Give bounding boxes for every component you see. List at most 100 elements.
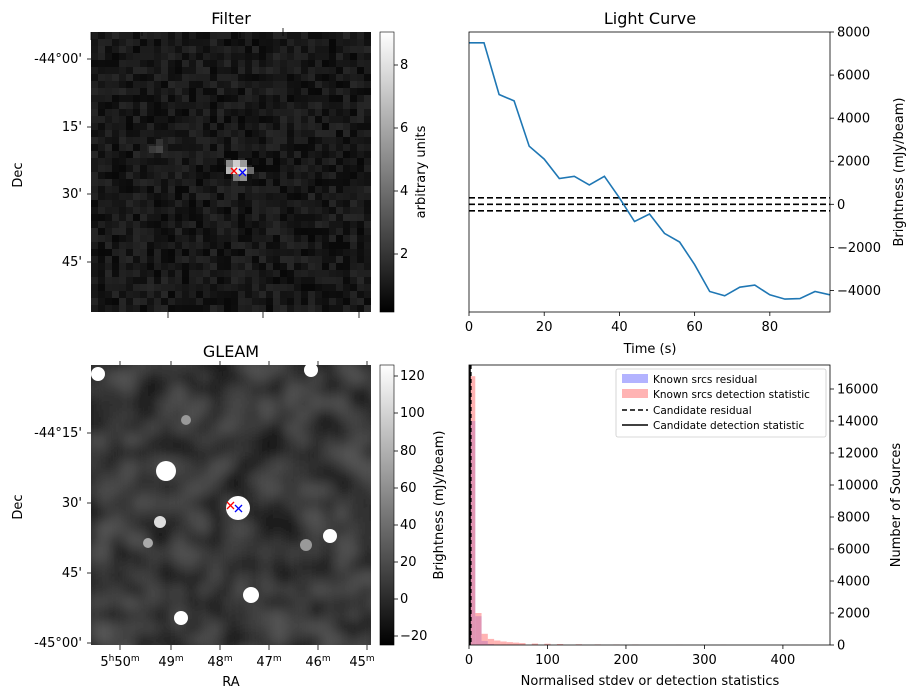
gleam-noise-cell (285, 434, 298, 447)
gleam-noise-cell (210, 584, 223, 597)
gleam-noise-cell (135, 396, 148, 409)
filter-noise-pixel (91, 102, 98, 109)
filter-noise-pixel (98, 60, 105, 67)
gleam-noise-cell (322, 365, 335, 372)
filter-colorbar (379, 31, 395, 313)
filter-noise-pixel (196, 60, 203, 67)
filter-noise-pixel (245, 67, 252, 74)
filter-noise-pixel (147, 95, 154, 102)
filter-noise-pixel (315, 249, 322, 256)
histogram-bar (500, 641, 507, 645)
gleam-noise-cell (135, 459, 148, 472)
filter-noise-pixel (266, 186, 273, 193)
filter-noise-pixel (168, 291, 175, 298)
filter-noise-pixel (105, 186, 112, 193)
gleam-noise-cell (322, 371, 335, 384)
filter-noise-pixel (168, 116, 175, 123)
filter-noise-pixel (245, 95, 252, 102)
filter-noise-pixel (308, 172, 315, 179)
filter-noise-pixel (98, 186, 105, 193)
gleam-noise-cell (185, 421, 198, 434)
filter-noise-pixel (119, 193, 126, 200)
gleam-noise-cell (122, 365, 135, 372)
filter-noise-pixel (322, 221, 329, 228)
gleam-noise-cell (360, 559, 371, 572)
filter-noise-pixel (161, 130, 168, 137)
filter-noise-pixel (287, 256, 294, 263)
gleam-noise-cell (110, 371, 123, 384)
filter-noise-pixel (189, 95, 196, 102)
filter-cbar-tick: 4 (400, 184, 408, 199)
gleam-noise-cell (247, 446, 260, 459)
filter-noise-pixel (224, 186, 231, 193)
filter-noise-pixel (322, 207, 329, 214)
filter-noise-pixel (140, 137, 147, 144)
filter-noise-pixel (105, 256, 112, 263)
filter-noise-pixel (259, 228, 266, 235)
filter-noise-pixel (168, 228, 175, 235)
gleam-noise-cell (360, 584, 371, 597)
filter-noise-pixel (315, 116, 322, 123)
filter-noise-pixel (308, 270, 315, 277)
filter-pixel (226, 167, 233, 174)
filter-noise-pixel (154, 284, 161, 291)
filter-noise-pixel (168, 123, 175, 130)
filter-noise-pixel (140, 242, 147, 249)
gleam-noise-cell (322, 596, 335, 609)
gleam-cbar-tick: −20 (400, 629, 427, 644)
gleam-noise-cell (110, 596, 123, 609)
gleam-noise-cell (235, 459, 248, 472)
filter-noise-pixel (238, 186, 245, 193)
filter-noise-pixel (301, 165, 308, 172)
filter-noise-pixel (308, 256, 315, 263)
gleam-noise-cell (97, 621, 110, 634)
filter-noise-pixel (203, 32, 210, 39)
filter-noise-pixel (217, 179, 224, 186)
filter-noise-pixel (133, 67, 140, 74)
gleam-noise-cell (185, 365, 198, 372)
filter-noise-pixel (112, 228, 119, 235)
gleam-noise-cell (185, 534, 198, 547)
filter-noise-pixel (196, 116, 203, 123)
filter-noise-pixel (147, 235, 154, 242)
filter-noise-pixel (231, 123, 238, 130)
filter-cbar-tick: 2 (400, 247, 408, 262)
gleam-noise-cell (197, 584, 210, 597)
filter-noise-pixel (336, 144, 343, 151)
gleam-noise-cell (110, 365, 123, 372)
gleam-noise-cell (347, 371, 360, 384)
filter-noise-pixel (315, 221, 322, 228)
gleam-noise-cell (222, 621, 235, 634)
filter-noise-pixel (266, 207, 273, 214)
filter-noise-pixel (294, 186, 301, 193)
gleam-noise-cell (97, 421, 110, 434)
filter-ylabel: Dec (11, 162, 26, 187)
gleam-noise-cell (172, 484, 185, 497)
gleam-noise-cell (335, 534, 348, 547)
filter-noise-pixel (154, 60, 161, 67)
filter-noise-pixel (196, 298, 203, 305)
histogram-panel: 0 100 200 300 400 02000400060008000100001200… (465, 364, 904, 689)
filter-noise-pixel (329, 165, 336, 172)
filter-noise-pixel (91, 200, 98, 207)
gleam-noise-cell (197, 534, 210, 547)
xtick-label: 20 (536, 320, 553, 335)
filter-noise-pixel (273, 95, 280, 102)
filter-noise-pixel (350, 214, 357, 221)
filter-noise-pixel (189, 165, 196, 172)
filter-noise-pixel (252, 193, 259, 200)
filter-noise-pixel (189, 291, 196, 298)
filter-noise-pixel (252, 165, 259, 172)
filter-noise-pixel (273, 235, 280, 242)
gleam-noise-cell (122, 396, 135, 409)
gleam-noise-cell (360, 621, 371, 634)
filter-noise-pixel (315, 179, 322, 186)
filter-noise-pixel (203, 46, 210, 53)
filter-noise-pixel (280, 32, 287, 39)
gleam-noise-cell (210, 459, 223, 472)
filter-noise-pixel (294, 123, 301, 130)
filter-noise-pixel (294, 158, 301, 165)
filter-noise-pixel (210, 305, 217, 312)
filter-noise-pixel (112, 95, 119, 102)
filter-noise-pixel (119, 88, 126, 95)
